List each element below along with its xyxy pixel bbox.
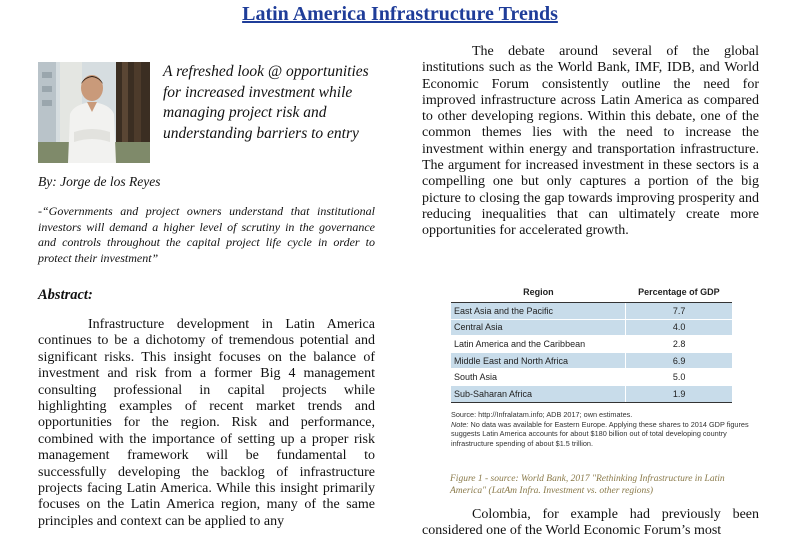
table-source-note: Source: http://Infralatam.info; ADB 2017… [451,410,751,448]
region-cell: Central Asia [451,319,626,337]
article-tagline: A refreshed look @ opportunities for inc… [163,63,369,142]
header-region: Region [451,282,626,303]
value-cell: 7.7 [625,302,732,320]
table-row: South Asia 5.0 [451,368,732,386]
region-cell: Sub-Saharan Africa [451,385,626,403]
pull-quote: -“Governments and project owners underst… [38,204,375,265]
abstract-heading: Abstract: [38,287,93,303]
gdp-table: Region Percentage of GDP East Asia and t… [451,282,732,403]
value-cell: 6.9 [625,352,732,370]
abstract-text: Infrastructure development in Latin Amer… [38,317,375,529]
table-row: Sub-Saharan Africa 1.9 [451,385,732,403]
value-cell: 4.0 [625,319,732,337]
intro-paragraph: The debate around several of the global … [422,44,759,240]
author-photo [38,62,150,163]
region-cell: South Asia [451,368,626,386]
table-row: East Asia and the Pacific 7.7 [451,302,732,320]
colombia-text: Colombia, for example had previously bee… [422,507,759,539]
region-cell: East Asia and the Pacific [451,302,626,320]
table-header-row: Region Percentage of GDP [451,282,732,303]
region-cell: Middle East and North Africa [451,352,626,370]
intro-text: The debate around several of the global … [422,44,759,239]
header-percentage: Percentage of GDP [625,282,732,303]
table-note-label: Note: [451,419,469,429]
table-row: Latin America and the Caribbean 2.8 [451,335,732,353]
value-cell: 2.8 [625,335,732,353]
table-row: Middle East and North Africa 6.9 [451,352,732,370]
region-cell: Latin America and the Caribbean [451,335,626,353]
value-cell: 1.9 [625,385,732,403]
table-note-text: No data was available for Eastern Europe… [451,419,749,448]
colombia-paragraph: Colombia, for example had previously bee… [422,507,759,540]
figure-caption: Figure 1 - source: World Bank, 2017 "Ret… [450,474,725,496]
gdp-table-wrapper: Region Percentage of GDP East Asia and t… [451,282,732,403]
author-byline: By: Jorge de los Reyes [38,174,161,189]
table-row: Central Asia 4.0 [451,319,732,337]
value-cell: 5.0 [625,368,732,386]
table-source: Source: http://Infralatam.info; ADB 2017… [451,410,633,419]
table-note: Note: No data was available for Eastern … [451,420,751,449]
abstract-body: Infrastructure development in Latin Amer… [38,317,375,530]
page-title: Latin America Infrastructure Trends [242,3,558,25]
